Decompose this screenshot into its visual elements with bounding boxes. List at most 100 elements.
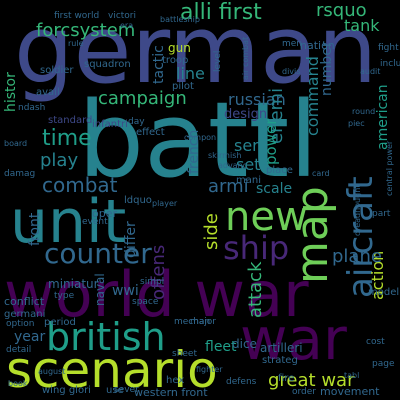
word-soldier: soldier [40,65,74,76]
word-artilleri: artilleri [260,341,303,355]
word-attack: attack [245,261,266,319]
word-compon: compon [184,133,217,142]
word-piec: piec [348,119,365,128]
word-dreadnought: dreadnought [353,184,362,236]
word-squadron: squadron [84,59,131,70]
word-simpl: simpl [140,277,165,287]
word-victori: victori [108,11,137,21]
word-fire: fire [278,373,295,384]
word-seri: seri [234,136,264,155]
word-time: time [42,126,92,151]
word-board: board [4,139,28,148]
word-gun: gun [168,41,191,55]
word-great-war: great war [268,370,355,391]
word-miniatur: miniatur [48,277,99,291]
word-front: front [27,212,43,246]
word-line: line [176,64,205,83]
word-forcsystem: forcsystem [36,20,136,41]
word-histor: histor [3,72,19,112]
word-skirmish: skirmish [208,151,242,160]
word-includ: includ [380,59,400,69]
word-tank: tank [344,16,380,35]
word-air-combat: air combat [241,36,250,80]
word-central-power: central power [385,140,394,196]
word-movement: movement [320,385,380,398]
word-mechan: mechan [174,317,211,327]
word-nation: nation [300,39,335,52]
word-fight: fight [378,43,399,53]
word-differ: differ [123,221,139,258]
word-sheet: sheet [172,349,197,359]
word-major: major [190,317,216,327]
word-world-war: world war [4,258,309,331]
word-conflict: conflict [4,295,45,308]
word-ldquo: ldquo [124,195,152,206]
word-plane: plane [332,246,382,267]
word-germani: germani [4,309,46,320]
word-part: part [372,209,391,219]
word-type: type [54,291,75,301]
word-men: men [282,39,303,49]
word-day: day [128,117,145,127]
word-effect: effect [136,127,165,138]
word-card: card [312,169,330,178]
word-unit: unit [10,187,127,257]
word-sever: sever [114,385,139,395]
word-period: period [44,317,76,328]
word-infantri: infantri [92,119,128,130]
word-book: book [8,379,28,388]
word-event: event [82,217,108,227]
word-standard: standard [48,115,93,126]
word-cost: cost [366,337,385,347]
word-combat: combat [42,173,118,197]
word-round: round [352,107,376,116]
word-wwi: wwi [112,283,139,299]
word-battl: battl [78,79,319,201]
word-place: place [266,165,293,176]
word-damag: damag [4,169,36,179]
word-space: space [132,297,159,307]
word-troop: troop [162,55,189,66]
word-avail: avail [36,87,60,98]
word-year: year [14,329,46,345]
word-alli-first: alli first [180,0,262,25]
word-fleet: fleet [205,339,237,355]
word-tabl: tabl [344,371,360,380]
word-oper: oper [92,207,118,220]
word-hex: hex [166,375,185,386]
word-scale: scale [256,181,293,197]
word-german: german [14,0,378,105]
word-battleship: battleship [160,15,200,24]
word-design: design [224,107,268,122]
word-side: side [201,213,222,250]
word-play: play [40,150,79,171]
word-armi: armi [208,176,249,197]
word-wing-glori: wing glori [42,385,91,396]
word-page: page [372,359,395,369]
word-august: august [38,367,66,376]
word-divis: divis [282,67,301,76]
word-pilot: pilot [172,81,194,92]
word-counter: counter [44,237,152,270]
word-scenario: scenario [6,341,218,399]
word-level: level [213,50,223,72]
word-audit: audit [360,67,381,76]
word-dice: dice [232,337,257,351]
word-naval: naval [93,273,107,306]
word-option: option [6,319,35,329]
word-campaign: campaign [98,88,187,109]
word-order: order [292,387,316,397]
word-power: power [262,118,280,165]
word-first-world: first world [54,11,100,21]
word-western-front: western front [134,386,208,399]
word-russian: russian [228,90,286,109]
word-new: new [225,194,308,240]
word-fighter: fighter [196,365,223,374]
word-defens: defens [226,377,257,387]
word-use: use [106,385,124,396]
word-player: player [152,199,178,208]
word-era: era [120,21,134,30]
word-map: map [287,186,338,284]
word-offens: offens [148,244,169,300]
